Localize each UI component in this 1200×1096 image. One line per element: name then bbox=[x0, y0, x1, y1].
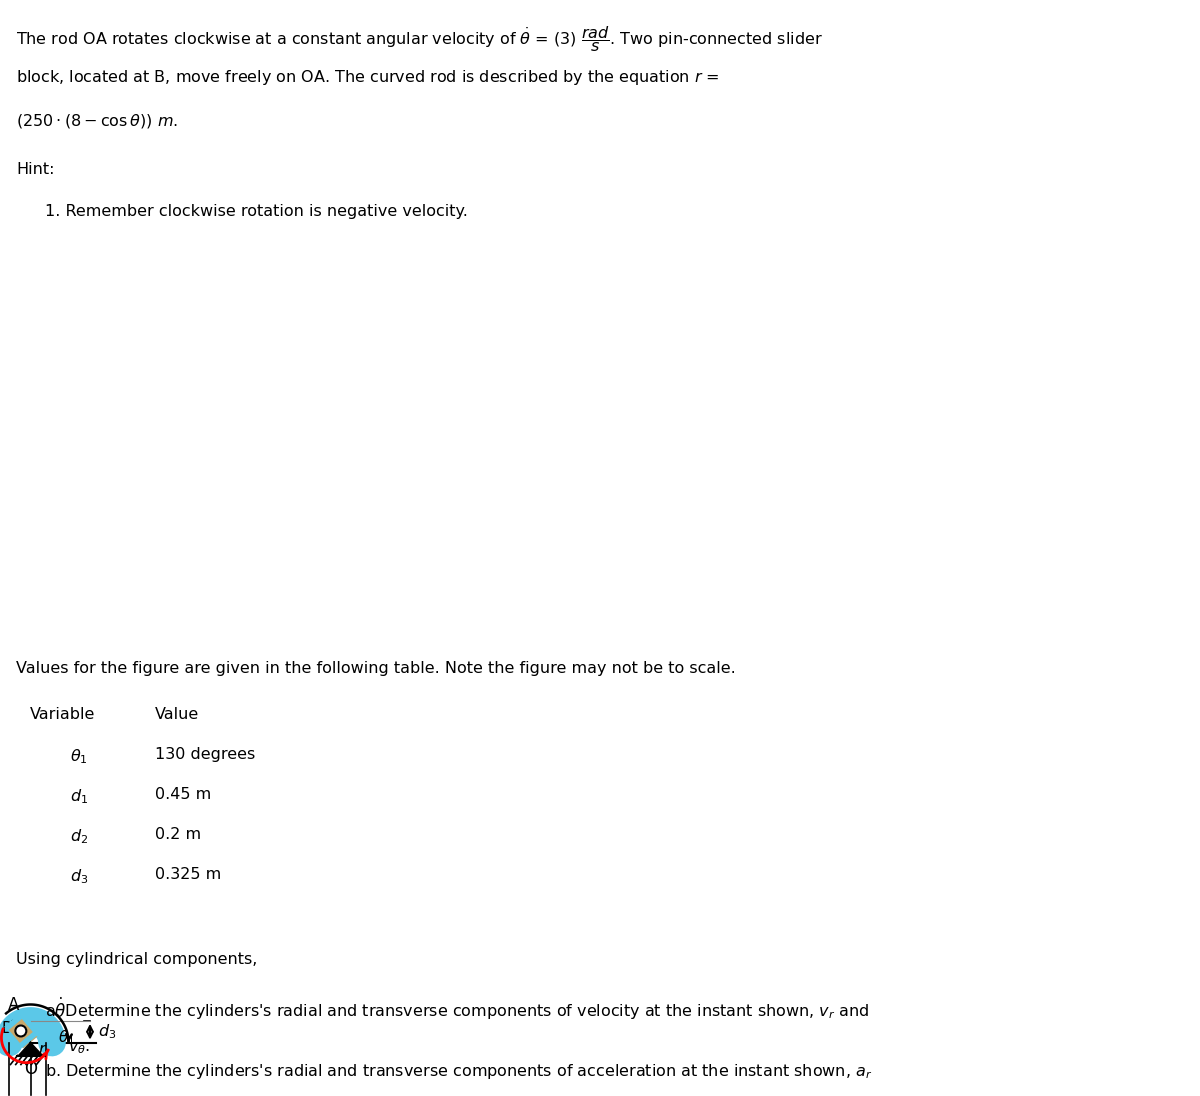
Text: Hint:: Hint: bbox=[16, 162, 54, 176]
Text: $(250 \cdot (8 - \cos\theta))$ $m.$: $(250 \cdot (8 - \cos\theta))$ $m.$ bbox=[16, 112, 178, 130]
Text: $d_3$: $d_3$ bbox=[98, 1023, 116, 1041]
Text: Values for the figure are given in the following table. Note the figure may not : Values for the figure are given in the f… bbox=[16, 661, 736, 676]
Text: 130 degrees: 130 degrees bbox=[155, 747, 256, 762]
Text: $\theta_1$: $\theta_1$ bbox=[70, 747, 88, 766]
Bar bbox=[4, 1014, 37, 1048]
Text: Value: Value bbox=[155, 707, 199, 722]
Text: 0.2 m: 0.2 m bbox=[155, 827, 202, 842]
Circle shape bbox=[16, 1026, 26, 1037]
Text: a. Determine the cylinders's radial and transverse components of velocity at the: a. Determine the cylinders's radial and … bbox=[46, 1002, 869, 1021]
Text: 1. Remember clockwise rotation is negative velocity.: 1. Remember clockwise rotation is negati… bbox=[46, 204, 468, 219]
Text: $\dot{\theta}$: $\dot{\theta}$ bbox=[54, 997, 66, 1021]
Text: block, located at B, move freely on OA. The curved rod is described by the equat: block, located at B, move freely on OA. … bbox=[16, 68, 720, 87]
Text: r: r bbox=[38, 1042, 44, 1058]
Text: 0.45 m: 0.45 m bbox=[155, 787, 211, 802]
Text: $d_2$: $d_2$ bbox=[70, 827, 88, 846]
Text: $v_\theta$.: $v_\theta$. bbox=[68, 1040, 90, 1055]
Bar bbox=[8, 1019, 32, 1043]
Text: Variable: Variable bbox=[30, 707, 95, 722]
Text: b. Determine the cylinders's radial and transverse components of acceleration at: b. Determine the cylinders's radial and … bbox=[46, 1062, 872, 1081]
Text: A: A bbox=[8, 996, 19, 1014]
Text: O: O bbox=[24, 1061, 37, 1078]
Text: $d_1$: $d_1$ bbox=[70, 787, 88, 806]
Text: 0.325 m: 0.325 m bbox=[155, 867, 221, 882]
Text: Using cylindrical components,: Using cylindrical components, bbox=[16, 952, 257, 967]
Text: $d_3$: $d_3$ bbox=[70, 867, 89, 886]
Text: B: B bbox=[1, 1021, 12, 1037]
Text: The rod OA rotates clockwise at a constant angular velocity of $\dot{\theta}$ = : The rod OA rotates clockwise at a consta… bbox=[16, 24, 823, 54]
Polygon shape bbox=[18, 1042, 42, 1055]
Text: $\theta_1$: $\theta_1$ bbox=[59, 1028, 76, 1047]
